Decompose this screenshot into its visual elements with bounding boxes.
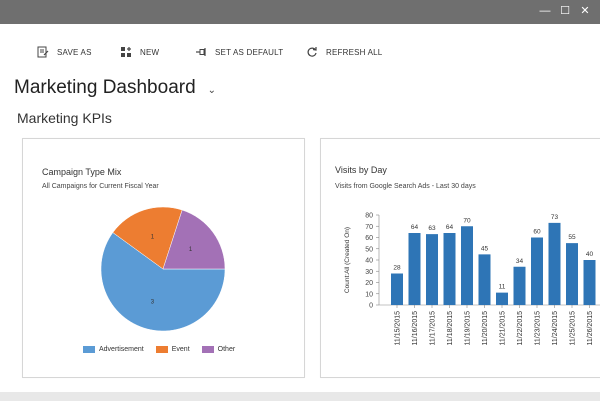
legend-label: Advertisement bbox=[99, 346, 144, 353]
legend-item-other[interactable]: Other bbox=[201, 346, 236, 353]
bar-data-label: 64 bbox=[446, 224, 454, 231]
bar-11/16/2015[interactable] bbox=[408, 233, 421, 305]
bar-11/21/2015[interactable] bbox=[496, 292, 508, 305]
legend-item-event[interactable]: Event bbox=[155, 346, 190, 353]
campaign-type-mix-panel: Campaign Type Mix All Campaigns for Curr… bbox=[22, 138, 305, 378]
y-tick-label: 0 bbox=[369, 303, 373, 310]
y-tick-label: 30 bbox=[365, 269, 373, 276]
chart-title: Campaign Type Mix bbox=[42, 167, 122, 177]
bar-11/22/2015[interactable] bbox=[513, 266, 526, 305]
chart-title: Visits by Day bbox=[335, 165, 387, 175]
save-as-button[interactable]: SAVE AS bbox=[37, 46, 92, 58]
pie-data-label: 1 bbox=[151, 235, 155, 241]
pie-data-label: 3 bbox=[151, 299, 155, 305]
legend-item-advertisement[interactable]: Advertisement bbox=[83, 346, 144, 353]
page-title: Marketing Dashboard ⌄ bbox=[14, 77, 216, 99]
y-tick-label: 20 bbox=[365, 280, 373, 287]
x-tick-label: 11/26/2015 bbox=[587, 311, 594, 346]
bar-11/18/2015[interactable] bbox=[443, 233, 456, 305]
y-axis-title: Count:All (Created On) bbox=[344, 227, 351, 293]
y-tick-label: 40 bbox=[365, 258, 373, 265]
bar-11/19/2015[interactable] bbox=[461, 226, 473, 305]
bar-data-label: 60 bbox=[533, 229, 541, 236]
bar-11/25/2015[interactable] bbox=[566, 243, 578, 305]
refresh-icon bbox=[307, 47, 317, 57]
pie-chart: 3 1 1 bbox=[100, 206, 226, 332]
bar-11/17/2015[interactable] bbox=[426, 234, 438, 305]
dashboard-title: Marketing Dashboard bbox=[14, 77, 196, 98]
bar-data-label: 73 bbox=[551, 214, 559, 221]
x-tick-label: 11/24/2015 bbox=[552, 311, 559, 346]
bar-data-label: 55 bbox=[568, 234, 576, 241]
x-tick-label: 11/16/2015 bbox=[412, 311, 419, 346]
pie-slice-advertisement[interactable] bbox=[100, 232, 226, 332]
pin-icon bbox=[196, 48, 206, 56]
section-title: Marketing KPIs bbox=[17, 110, 112, 126]
visits-by-day-panel: Visits by Day Visits from Google Search … bbox=[320, 138, 600, 378]
x-tick-label: 11/20/2015 bbox=[482, 311, 489, 346]
x-tick-label: 11/15/2015 bbox=[395, 311, 402, 346]
new-icon bbox=[121, 47, 131, 57]
y-tick-label: 50 bbox=[365, 246, 373, 253]
minimize-icon[interactable]: — bbox=[539, 5, 551, 17]
refresh-all-button[interactable]: REFRESH ALL bbox=[306, 46, 382, 58]
bar-11/24/2015[interactable] bbox=[548, 222, 561, 305]
new-button[interactable]: NEW bbox=[120, 46, 159, 58]
bar-data-label: 64 bbox=[411, 224, 419, 231]
bar-data-label: 70 bbox=[463, 217, 471, 224]
new-label: NEW bbox=[140, 47, 160, 57]
command-bar: SAVE AS NEW SET AS DEFAULT REFRESH ALL bbox=[0, 24, 600, 84]
bottom-strip bbox=[0, 392, 600, 401]
bar-11/26/2015[interactable] bbox=[583, 260, 596, 305]
bar-data-label: 34 bbox=[516, 258, 524, 265]
legend-label: Event bbox=[171, 346, 190, 353]
x-tick-label: 11/21/2015 bbox=[500, 311, 507, 346]
set-as-default-label: SET AS DEFAULT bbox=[215, 47, 284, 57]
bar-data-label: 28 bbox=[393, 265, 401, 272]
bar-11/23/2015[interactable] bbox=[531, 237, 543, 306]
y-tick-label: 60 bbox=[365, 235, 373, 242]
x-tick-label: 11/25/2015 bbox=[570, 311, 577, 346]
bar-data-label: 11 bbox=[499, 284, 506, 291]
close-icon[interactable]: ✕ bbox=[580, 5, 590, 17]
save-as-label: SAVE AS bbox=[57, 47, 92, 57]
pie-slice-event[interactable] bbox=[112, 206, 183, 270]
bar-data-label: 40 bbox=[586, 251, 594, 258]
bar-chart: 0 10 20 30 40 50 60 70 80 Count:All (Created On) 2… bbox=[344, 213, 600, 346]
x-tick-label: 11/22/2015 bbox=[517, 311, 524, 346]
x-tick-label: 11/23/2015 bbox=[535, 311, 542, 346]
pie-legend: Advertisement Event Other bbox=[83, 346, 235, 353]
y-tick-label: 80 bbox=[365, 213, 373, 220]
window-titlebar: — ☐ ✕ bbox=[0, 0, 600, 24]
pie-data-label: 1 bbox=[189, 247, 193, 253]
legend-label: Other bbox=[217, 346, 236, 353]
x-tick-label: 11/17/2015 bbox=[430, 311, 437, 346]
bar-11/15/2015[interactable] bbox=[391, 273, 403, 306]
save-as-icon bbox=[37, 46, 49, 58]
x-tick-label: 11/18/2015 bbox=[447, 311, 454, 346]
y-tick-label: 10 bbox=[365, 291, 373, 298]
pie-slice-other[interactable] bbox=[162, 209, 226, 270]
window-controls: — ☐ ✕ bbox=[538, 4, 592, 18]
legend-swatch bbox=[201, 346, 214, 353]
y-tick-label: 70 bbox=[365, 224, 373, 231]
bar-11/20/2015[interactable] bbox=[478, 254, 491, 305]
legend-swatch bbox=[155, 346, 168, 353]
chart-subtitle: Visits from Google Search Ads - Last 30 … bbox=[335, 183, 476, 190]
x-tick-label: 11/19/2015 bbox=[465, 311, 472, 346]
legend-swatch bbox=[83, 346, 95, 353]
bar-data-label: 63 bbox=[428, 225, 436, 232]
set-as-default-button[interactable]: SET AS DEFAULT bbox=[195, 46, 283, 58]
chart-subtitle: All Campaigns for Current Fiscal Year bbox=[42, 183, 159, 190]
bar-data-label: 45 bbox=[481, 245, 489, 252]
maximize-icon[interactable]: ☐ bbox=[560, 5, 570, 17]
refresh-all-label: REFRESH ALL bbox=[326, 47, 383, 57]
chevron-down-icon[interactable]: ⌄ bbox=[207, 84, 217, 96]
